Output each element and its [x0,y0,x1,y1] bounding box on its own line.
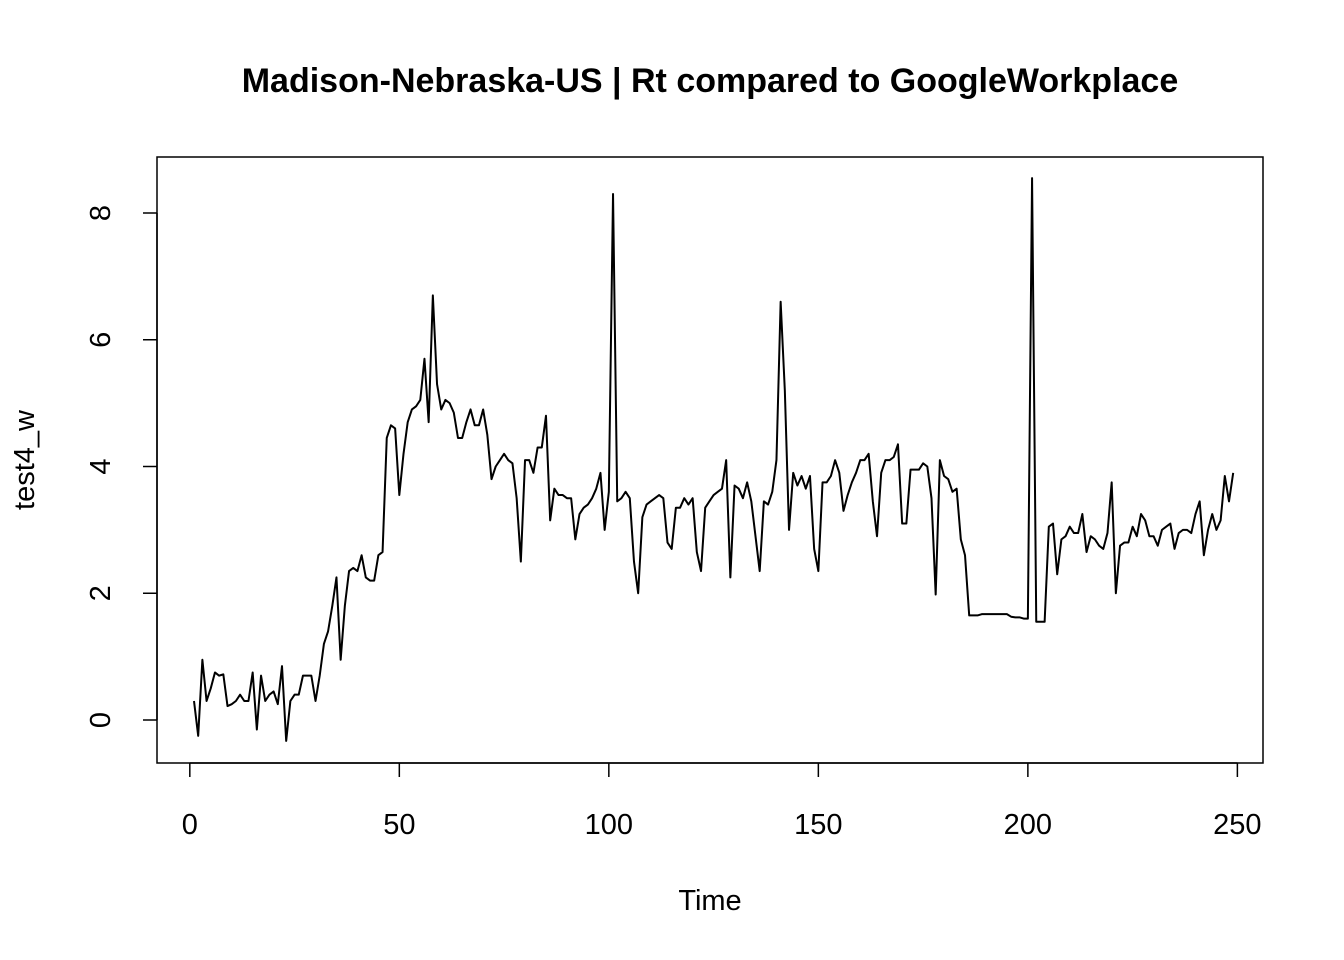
y-tick-label: 8 [85,205,117,221]
x-tick-label: 100 [585,809,633,841]
y-tick-label: 2 [85,585,117,601]
y-axis-label: test4_w [9,409,41,510]
x-tick-label: 0 [182,809,198,841]
series-layer [193,177,1235,742]
chart-title: Madison-Nebraska-US | Rt compared to Goo… [242,62,1179,100]
x-tick-label: 50 [383,809,415,841]
x-tick-label: 150 [794,809,842,841]
x-axis-label: Time [678,885,741,917]
x-tick-label: 200 [1004,809,1052,841]
series-line [193,177,1235,742]
y-tick-label: 4 [85,458,117,474]
y-tick-label: 0 [85,712,117,728]
plot-frame [156,156,1264,764]
y-tick-label: 6 [85,332,117,348]
x-tick-label: 250 [1213,809,1261,841]
y-axis: 0 2 4 6 8 [85,205,158,728]
x-axis: 0 50 100 150 200 250 [182,762,1262,841]
